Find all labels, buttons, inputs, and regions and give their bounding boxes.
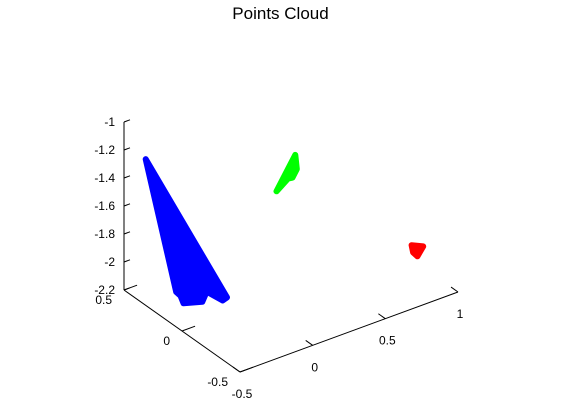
z-tick-label: -1.2 — [94, 143, 115, 157]
series-2 — [408, 242, 427, 260]
data-point — [224, 295, 230, 300]
data-point — [421, 244, 426, 249]
x-tick-label: -0.5 — [232, 387, 253, 401]
z-tick-label: -2 — [104, 255, 115, 269]
data-point — [143, 156, 148, 162]
data-point — [293, 152, 298, 158]
y-tick-label: 0 — [163, 334, 170, 348]
x-tick-mark — [232, 366, 241, 373]
data-point — [200, 299, 205, 304]
z-tick-label: -1.6 — [94, 199, 115, 213]
data-cluster — [142, 156, 230, 307]
z-tick-label: -2.2 — [94, 283, 115, 297]
x-tick-label: 0.5 — [379, 334, 396, 348]
data-point — [290, 175, 295, 180]
y-tick-label: -0.5 — [207, 375, 228, 389]
data-point — [181, 301, 186, 306]
y-tick-label: 0.5 — [95, 293, 112, 307]
data-point — [204, 289, 209, 294]
series-1 — [273, 151, 300, 195]
series-0 — [142, 156, 230, 307]
x-axis-line — [239, 291, 459, 373]
z-tick-mark — [123, 175, 131, 179]
z-tick-label: -1.8 — [94, 227, 115, 241]
y-tick-mark — [239, 366, 254, 373]
data-point — [274, 189, 279, 194]
z-tick-mark — [123, 259, 131, 263]
z-tick-mark — [123, 119, 131, 123]
chart-title: Points Cloud — [232, 4, 329, 23]
x-tick-mark — [450, 286, 459, 293]
z-tick-mark — [123, 231, 131, 235]
z-tick-label: -1 — [104, 115, 115, 129]
data-point — [174, 289, 179, 295]
z-tick-mark — [123, 203, 131, 207]
z-tick-mark — [123, 287, 131, 291]
data-point — [294, 166, 299, 172]
y-tick-mark — [181, 325, 196, 332]
data-point — [220, 298, 225, 303]
z-tick-mark — [123, 147, 131, 151]
x-tick-mark — [378, 313, 386, 320]
data-point — [285, 176, 291, 181]
data-point — [410, 250, 416, 255]
data-cluster — [273, 151, 300, 195]
x-tick-label: 1 — [457, 307, 464, 321]
z-tick-label: -1.4 — [94, 171, 115, 185]
data-point — [415, 254, 420, 259]
data-point — [178, 293, 183, 298]
x-tick-mark — [305, 340, 313, 346]
x-tick-label: 0 — [311, 360, 318, 374]
data-point — [409, 243, 414, 248]
